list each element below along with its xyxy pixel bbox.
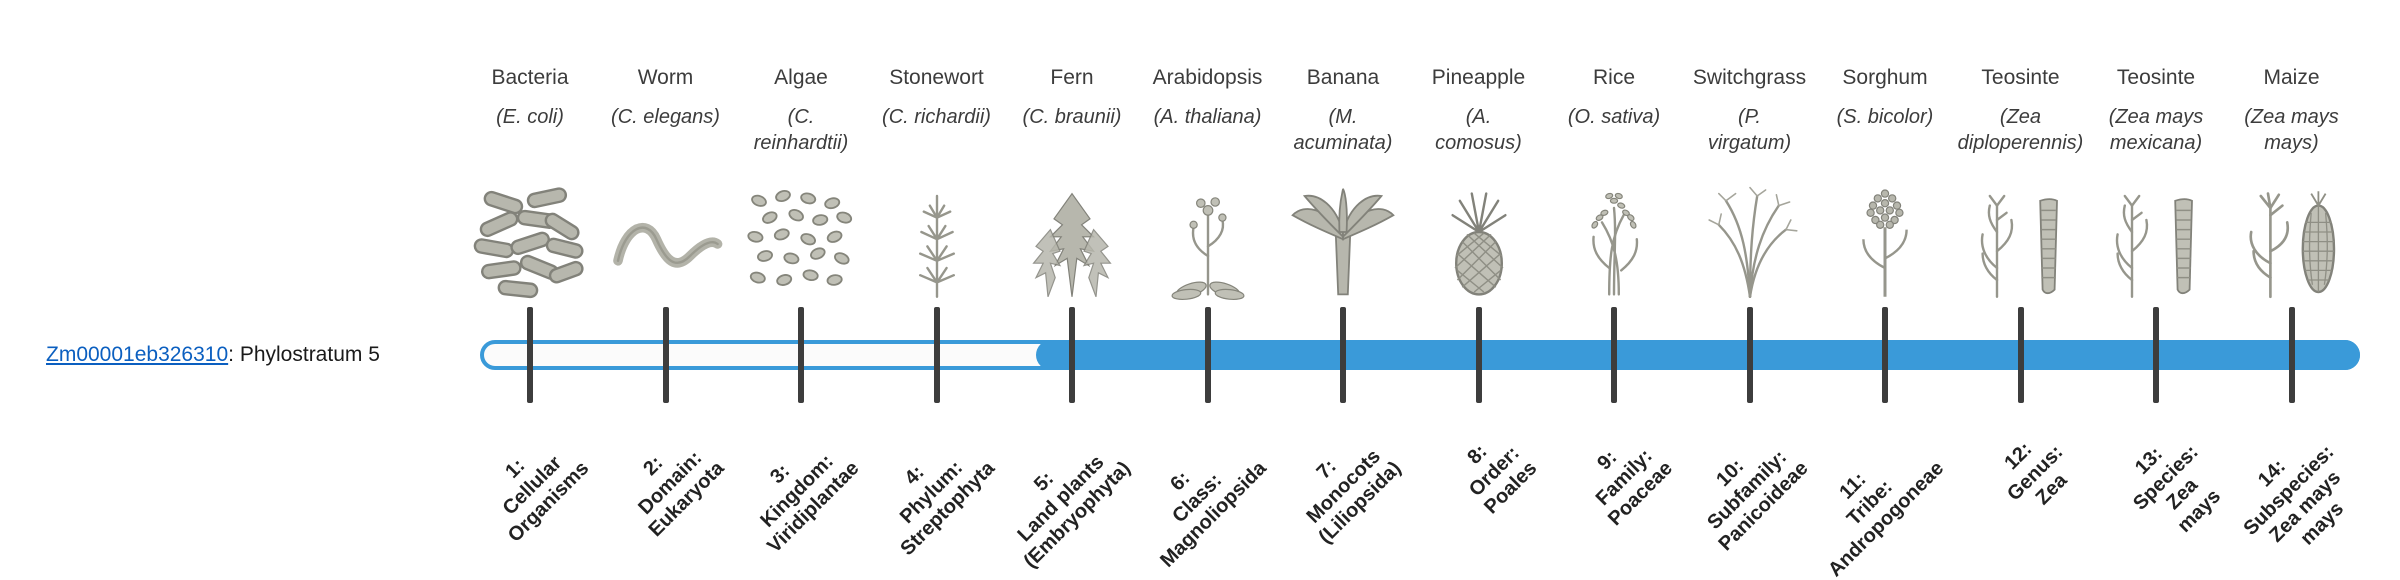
teosinte-icon (1961, 184, 2081, 304)
phylostratum-tick-label: 3: Kingdom: Viridiplantae (756, 450, 864, 558)
pineapple-icon (1419, 184, 1539, 304)
organism-name: Stonewort (889, 66, 984, 89)
rice-icon (1554, 184, 1674, 304)
phylostratum-tick (662, 307, 669, 403)
organism-scientific-name: (Zea mays mays) (2244, 106, 2339, 154)
organism-scientific-name: (C. elegans) (611, 106, 720, 128)
phylostratum-tick-label: 12: Genus: Zea (1999, 438, 2072, 510)
phylostratum-tick (1475, 307, 1482, 403)
phylostratum-tick (1746, 307, 1753, 403)
maize-icon (2232, 184, 2352, 304)
organism-scientific-name: (M. acuminata) (1293, 106, 1393, 154)
phylostrata-bar-fill (1036, 340, 2360, 370)
phylostratum-tick (1611, 307, 1617, 403)
organism-scientific-name: (C. braunii) (1022, 106, 1122, 128)
phylostratum-tick (1069, 307, 1075, 403)
phylostratum-tick (2017, 307, 2024, 403)
organism-name: Fern (1050, 66, 1094, 89)
gene-link[interactable]: Zm00001eb326310 (46, 343, 229, 366)
organism-name: Teosinte (2116, 66, 2196, 89)
phylostratum-tick-label: 11: Tribe: Andropogoneae (1823, 457, 1948, 580)
phylostratum-tick-label: 5: Land plants (Embryophyta) (1013, 450, 1135, 573)
organism-name: Maize (2263, 66, 2320, 89)
arabidopsis-icon (1148, 184, 1268, 304)
switchgrass-icon (1690, 184, 1810, 304)
organism-name: Teosinte (1981, 66, 2060, 89)
phylostratum-tick (2153, 307, 2159, 403)
phylostratum-tick-label: 8: Order: Poales (1463, 440, 1542, 519)
phylostratum-tick (1204, 307, 1211, 403)
organism-scientific-name: (S. bicolor) (1836, 106, 1934, 128)
phylostratum-tick-label: 10: Subfamily: Panicoideae (1702, 445, 1813, 556)
organism-scientific-name: (C. richardii) (882, 106, 991, 128)
organism-scientific-name: (Zea mays mexicana) (2108, 106, 2204, 154)
phylostratum-tick (1882, 307, 1888, 403)
organism-name: Sorghum (1842, 66, 1928, 89)
organism-name: Pineapple (1431, 66, 1526, 89)
phylostratum-tick-label: 6: Class: Magnoliopsida (1155, 457, 1271, 572)
phylostratum-tick-label: 1: Cellular Organisms (497, 451, 593, 547)
organism-scientific-name: (Zea diploperennis) (1957, 106, 2084, 154)
phylostratum-tick-label: 9: Family: Poaceae (1591, 444, 1677, 531)
phylostratum-tick (527, 307, 533, 403)
algae-icon (741, 184, 861, 304)
banana-icon (1283, 184, 1403, 304)
organism-name: Worm (637, 66, 694, 89)
organism-scientific-name: (E. coli) (496, 106, 564, 128)
organism-name: Bacteria (491, 66, 569, 89)
fern-icon (1012, 184, 1132, 304)
stonewort-icon (877, 184, 997, 304)
phylostratum-tick-label: 7: Monocots (Liliopsida) (1302, 445, 1406, 549)
organism-scientific-name: (A. comosus) (1435, 106, 1522, 154)
phylostratum-tick-label: 13: Species: Zea mays (2128, 440, 2225, 537)
gene-label: Zm00001eb326310: Phylostratum 5 (46, 343, 380, 367)
organism-scientific-name: (P. virgatum) (1707, 106, 1792, 154)
organism-name: Arabidopsis (1152, 66, 1263, 89)
phylostratum-tick (798, 307, 804, 403)
phylostratum-tick (1340, 307, 1346, 403)
phylostratum-tick (933, 307, 940, 403)
organism-name: Switchgrass (1692, 66, 1807, 89)
organism-scientific-name: (C. reinhardtii) (753, 106, 849, 154)
organism-scientific-name: (A. thaliana) (1153, 106, 1262, 128)
worm-icon (606, 184, 726, 304)
teosinte-icon (2096, 184, 2216, 304)
organism-name: Rice (1592, 66, 1636, 89)
phylostratum-tick-label: 14: Subspecies: Zea mays mays (2238, 440, 2348, 550)
organism-scientific-name: (O. sativa) (1567, 106, 1661, 128)
phylostratum-tick (2288, 307, 2295, 403)
organism-name: Banana (1306, 66, 1380, 89)
phylostratum-tick-label: 2: Domain: Eukaryota (633, 446, 729, 542)
gene-label-suffix: : Phylostratum 5 (228, 343, 380, 366)
organism-name: Algae (774, 66, 828, 89)
sorghum-icon (1825, 184, 1945, 304)
phylostratum-tick-label: 4: Phylum: Streptophyta (895, 456, 1000, 561)
bacteria-icon (470, 184, 590, 304)
